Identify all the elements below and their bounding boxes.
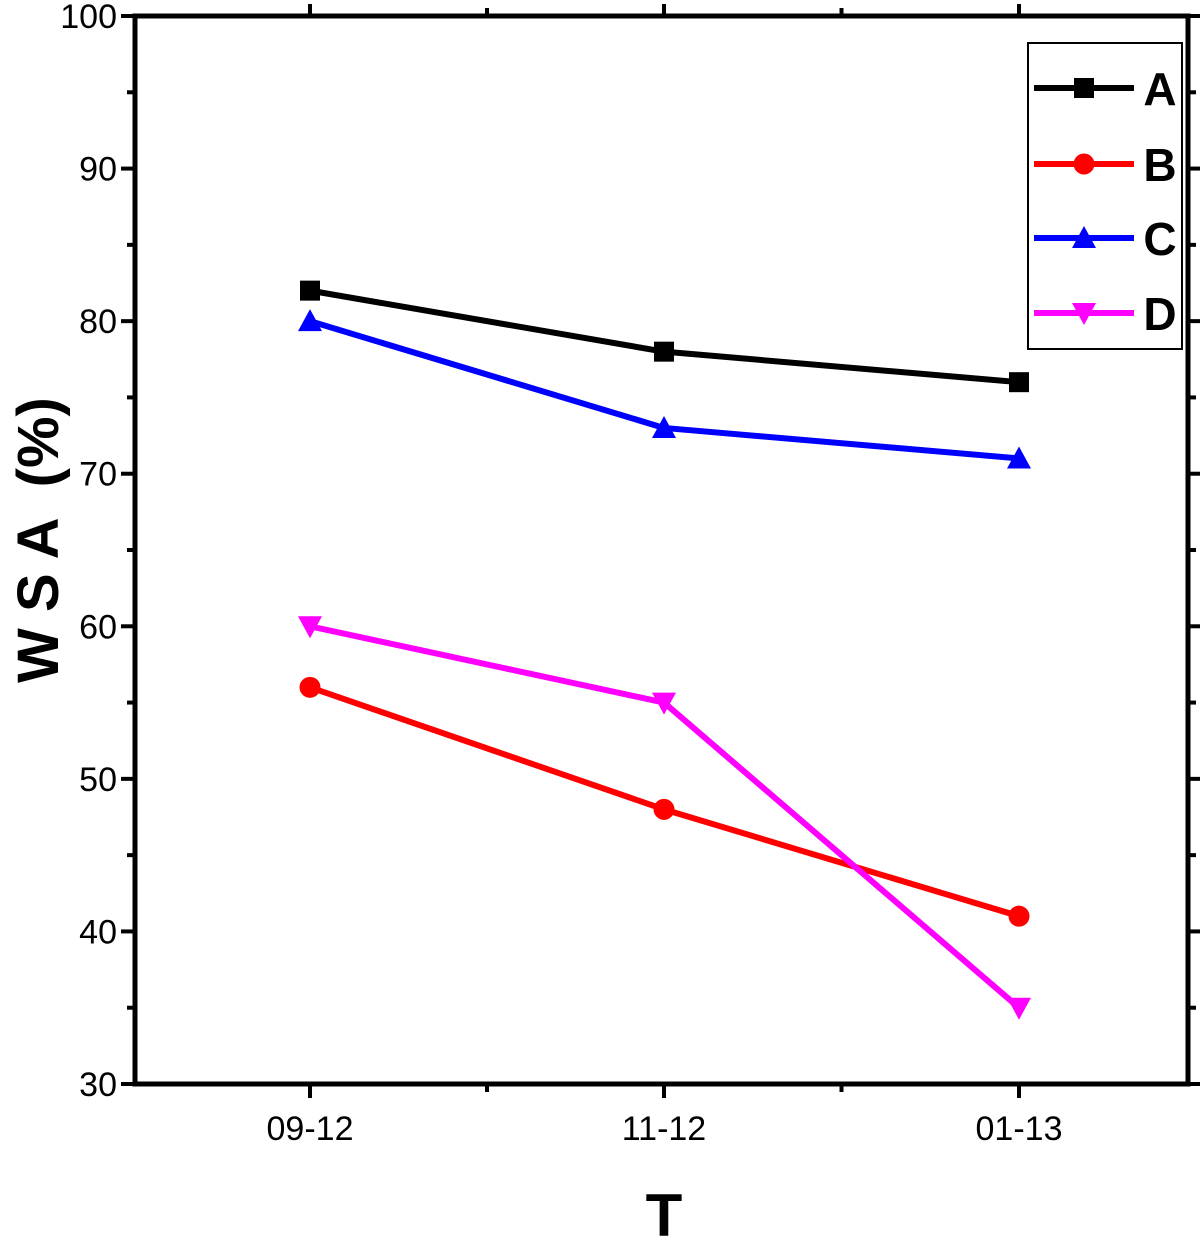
series-a-point [654,341,674,362]
series-b-point [1008,905,1030,927]
plot-series [298,280,1031,1020]
series-d-point [1007,997,1031,1020]
series-c-point [652,415,676,438]
x-tick-label: 09-12 [267,1110,354,1148]
series-c-point [298,309,322,332]
series-d-point [298,616,322,639]
y-tick-label: 100 [60,0,117,36]
y-tick-label: 30 [79,1066,117,1104]
series-a-line [309,287,1020,386]
legend-label-a: A [1143,63,1176,115]
x-tick-label: 11-12 [622,1110,706,1148]
series-b-point [299,676,321,698]
y-tick-label: 50 [79,761,117,799]
series-d-point [652,692,676,715]
x-tick-label: 01-13 [976,1110,1063,1148]
y-tick-labels: 30 40 50 60 70 80 90 100 [60,0,117,1104]
legend-marker-b [1073,153,1095,175]
y-tick-label: 60 [79,608,117,646]
x-axis-title: T [646,1182,683,1241]
legend-box [1027,42,1183,350]
legend-marker-d [1072,303,1096,325]
series-b-point [653,798,675,820]
y-tick-label: 90 [79,151,117,189]
y-tick-label: 80 [79,303,117,341]
series-a-point [300,280,320,301]
plot-frame [132,13,1191,1087]
legend-label-c: C [1143,213,1176,265]
legend-label-b: B [1143,139,1176,191]
series-a-point [1009,372,1029,393]
y-axis-title: W S A (%) [6,397,71,683]
series-c-point [1007,446,1031,469]
x-tick-labels: 09-12 11-12 01-13 [267,1110,1063,1148]
legend-marker-c [1072,226,1096,248]
y-tick-label: 70 [79,456,117,494]
y-tick-label: 40 [79,913,117,951]
legend-marker-a [1074,78,1094,98]
legend-label-d: D [1143,288,1176,340]
